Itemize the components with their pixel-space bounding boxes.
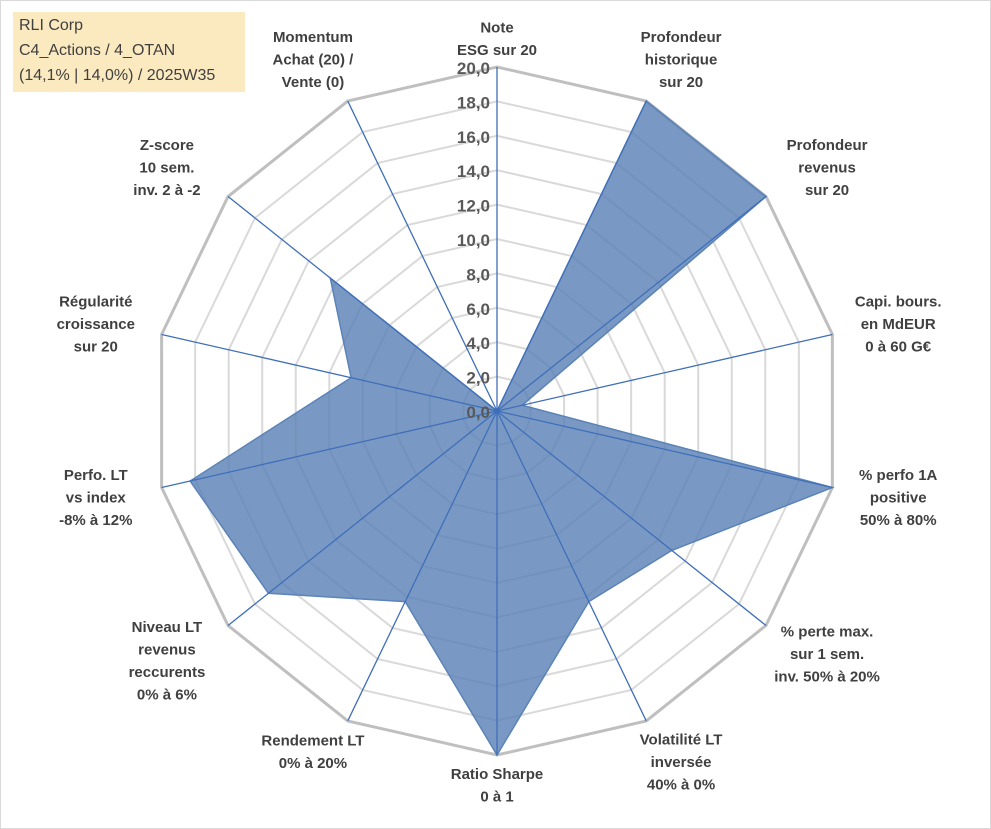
axis-spoke bbox=[496, 410, 833, 489]
tick-label: 18,0 bbox=[457, 93, 490, 112]
axis-label: en MdEUR bbox=[861, 316, 936, 333]
axis-label: Momentum bbox=[273, 29, 353, 46]
tick-label: 0,0 bbox=[466, 403, 490, 422]
axis-label: sur 20 bbox=[659, 74, 703, 91]
axis-label: 10 sem. bbox=[139, 160, 194, 177]
axis-label: Achat (20) / bbox=[273, 52, 355, 69]
radar-axes bbox=[161, 67, 833, 755]
axis-label: 0% à 20% bbox=[279, 755, 347, 772]
tick-label: 20,0 bbox=[457, 59, 490, 78]
axis-label: historique bbox=[645, 52, 718, 69]
axis-label: Ratio Sharpe bbox=[451, 766, 544, 783]
axis-label: inv. 2 à -2 bbox=[133, 182, 200, 199]
axis-label: Capi. bours. bbox=[855, 294, 942, 311]
axis-spoke bbox=[496, 196, 767, 412]
axis-label: sur 1 sem. bbox=[790, 646, 864, 663]
axis-spoke bbox=[161, 333, 498, 412]
axis-label: Profondeur bbox=[787, 137, 868, 154]
axis-label: sur 20 bbox=[74, 339, 118, 356]
series-area bbox=[189, 99, 835, 757]
axis-spoke bbox=[496, 410, 767, 626]
axis-label: inv. 50% à 20% bbox=[774, 668, 880, 685]
axis-spoke bbox=[496, 333, 833, 412]
axis-label: Régularité bbox=[59, 294, 132, 311]
axis-label: 50% à 80% bbox=[860, 512, 937, 529]
tick-label: 8,0 bbox=[466, 265, 490, 284]
axis-spoke bbox=[227, 410, 498, 626]
axis-label: % perte max. bbox=[781, 623, 874, 640]
radar-series bbox=[189, 99, 835, 757]
tick-label: 10,0 bbox=[457, 231, 490, 250]
axis-spoke bbox=[496, 100, 647, 412]
axis-label: -8% à 12% bbox=[59, 512, 132, 529]
axis-label: sur 20 bbox=[805, 182, 849, 199]
axis-label: Vente (0) bbox=[282, 74, 345, 91]
info-box: RLI Corp C4_Actions / 4_OTAN (14,1% | 14… bbox=[13, 12, 245, 92]
axis-label: % perfo 1A bbox=[859, 467, 938, 484]
tick-label: 4,0 bbox=[466, 334, 490, 353]
axis-label: revenus bbox=[138, 642, 196, 659]
axis-label: Perfo. LT bbox=[64, 467, 128, 484]
axis-label: Note bbox=[480, 20, 513, 37]
axis-label: Z-score bbox=[140, 137, 194, 154]
axis-label: reccurents bbox=[129, 664, 206, 681]
axis-label: 0 à 1 bbox=[480, 789, 513, 806]
axis-spoke bbox=[347, 410, 498, 722]
axis-label: ESG sur 20 bbox=[457, 42, 537, 59]
axis-label: 0% à 6% bbox=[137, 687, 197, 704]
tick-label: 14,0 bbox=[457, 162, 490, 181]
axis-label: 0 à 60 G€ bbox=[865, 339, 932, 356]
tick-label: 12,0 bbox=[457, 197, 490, 216]
radar-axis-labels: Note ESG sur 20 Profondeur historique sur 20… bbox=[57, 20, 942, 806]
axis-label: positive bbox=[870, 489, 927, 506]
company-name: RLI Corp bbox=[19, 17, 84, 34]
axis-label: 40% à 0% bbox=[647, 776, 715, 793]
axis-label: Niveau LT bbox=[132, 619, 203, 636]
axis-label: revenus bbox=[798, 160, 856, 177]
axis-label: Volatilité LT bbox=[640, 731, 723, 748]
axis-spoke bbox=[161, 410, 498, 489]
axis-spoke bbox=[496, 410, 647, 722]
axis-label: inversée bbox=[651, 754, 712, 771]
axis-spoke bbox=[227, 196, 498, 412]
tick-label: 16,0 bbox=[457, 128, 490, 147]
axis-label: Profondeur bbox=[641, 29, 722, 46]
axis-label: vs index bbox=[66, 489, 127, 506]
tick-label: 6,0 bbox=[466, 300, 490, 319]
axis-spoke bbox=[347, 100, 498, 412]
axis-label: Rendement LT bbox=[261, 733, 364, 750]
axis-label: croissance bbox=[57, 316, 135, 333]
portfolio-label: C4_Actions / 4_OTAN bbox=[19, 42, 176, 59]
tick-label: 2,0 bbox=[466, 369, 490, 388]
performance-period-label: (14,1% | 14,0%) / 2025W35 bbox=[19, 67, 216, 84]
radar-tick-labels: 0,0 2,0 4,0 6,0 8,0 10,0 12,0 14,0 16,0 18,0 20,0 bbox=[457, 59, 490, 422]
